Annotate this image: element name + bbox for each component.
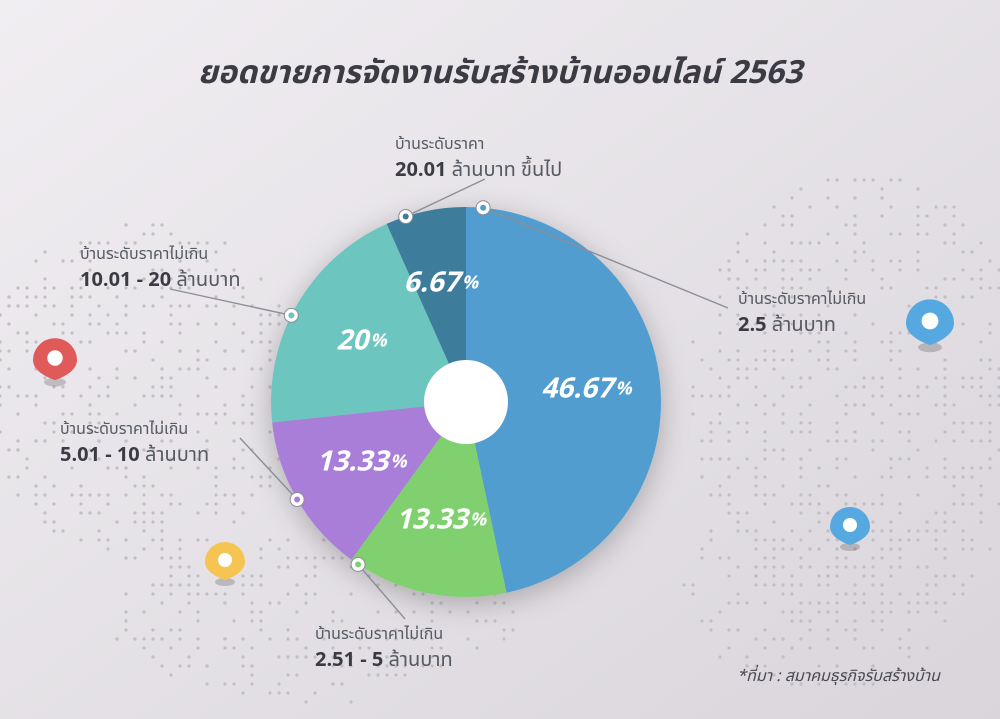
callout-dot-inner <box>355 561 361 567</box>
slice-label-line2: 2.5 ล้านบาท <box>738 312 866 339</box>
slice-label-line1: บ้านระดับราคาไม่เกิน <box>80 245 241 267</box>
slice-label-line1: บ้านระดับราคาไม่เกิน <box>738 290 866 312</box>
callout-dot-inner <box>480 205 486 211</box>
slice-label: บ้านระดับราคา20.01 ล้านบาท ขึ้นไป <box>395 135 562 184</box>
callout-dot-inner <box>294 497 300 503</box>
slice-label-line1: บ้านระดับราคาไม่เกิน <box>315 625 453 647</box>
slice-label-line2: 10.01 - 20 ล้านบาท <box>80 267 241 294</box>
source-attribution: *ที่มา : สมาคมธุรกิจรับสร้างบ้าน <box>737 665 940 689</box>
slice-label-line2: 2.51 - 5 ล้านบาท <box>315 647 453 674</box>
slice-label-line2: 5.01 - 10 ล้านบาท <box>60 442 209 469</box>
slice-label-line1: บ้านระดับราคา <box>395 135 562 157</box>
slice-label: บ้านระดับราคาไม่เกิน10.01 - 20 ล้านบาท <box>80 245 241 294</box>
callout-dot-inner <box>288 312 294 318</box>
slice-label-line1: บ้านระดับราคาไม่เกิน <box>60 420 209 442</box>
chart-canvas: 46.67%13.33%13.33%20%6.67% <box>0 0 1000 719</box>
page-title: ยอดขายการจัดงานรับสร้างบ้านออนไลน์ 2563 <box>0 50 1000 98</box>
slice-label: บ้านระดับราคาไม่เกิน2.5 ล้านบาท <box>738 290 866 339</box>
callout-dot-inner <box>403 214 409 220</box>
pie-hole <box>424 360 508 444</box>
slice-label-line2: 20.01 ล้านบาท ขึ้นไป <box>395 157 562 184</box>
slice-label: บ้านระดับราคาไม่เกิน2.51 - 5 ล้านบาท <box>315 625 453 674</box>
slice-label: บ้านระดับราคาไม่เกิน5.01 - 10 ล้านบาท <box>60 420 209 469</box>
